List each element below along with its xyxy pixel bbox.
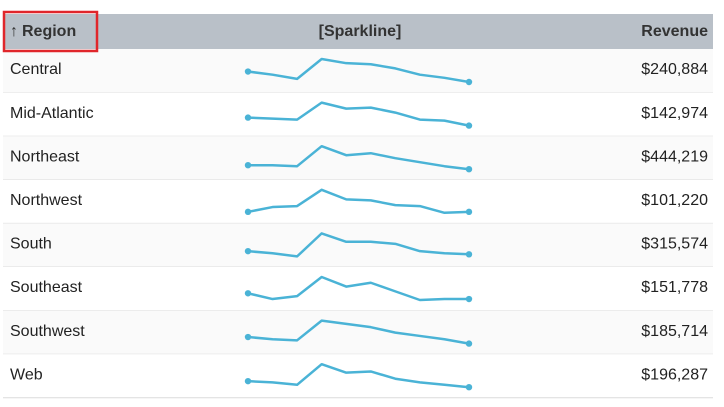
- region-cell: South: [10, 236, 52, 253]
- sparkline-endpoint: [465, 295, 473, 303]
- row: [3, 310, 713, 355]
- region-cell: Mid-Atlantic: [10, 105, 94, 122]
- row: [3, 179, 713, 224]
- revenue-header[interactable]: Revenue: [641, 23, 708, 40]
- sparkline: [247, 319, 470, 345]
- sparkline-endpoint: [465, 208, 473, 216]
- row: [3, 267, 713, 311]
- region-cell: Web: [10, 366, 43, 383]
- sparkline: [247, 232, 470, 258]
- sparkline: [247, 101, 470, 127]
- sparkline-endpoint: [465, 166, 473, 173]
- sparkline-endpoint: [465, 251, 473, 258]
- sparkline-endpoint: [465, 340, 473, 347]
- region-header[interactable]: Region: [22, 23, 76, 40]
- sparkline-endpoint: [244, 290, 252, 297]
- revenue-cell: $142,974: [641, 105, 708, 122]
- region-cell: Central: [10, 61, 62, 78]
- sparkline-endpoint: [465, 384, 473, 391]
- sort-indicator: ↑: [10, 23, 18, 40]
- revenue-cell: $151,778: [641, 279, 708, 296]
- sparkline: [248, 144, 470, 171]
- region-cell: Northeast: [10, 148, 80, 165]
- sparkline-header[interactable]: [Sparkline]: [319, 23, 402, 40]
- sparkline-endpoint: [244, 208, 252, 216]
- region-cell: Southwest: [10, 323, 85, 340]
- revenue-cell: $185,714: [641, 323, 708, 340]
- revenue-cell: $196,287: [641, 366, 708, 383]
- sparkline: [247, 57, 470, 84]
- revenue-cell: $315,574: [641, 236, 708, 253]
- revenue-cell: $240,884: [641, 61, 708, 78]
- region-cell: Southeast: [10, 279, 83, 296]
- sparkline: [247, 362, 470, 389]
- sparkline-endpoint: [244, 247, 252, 255]
- header-row: [3, 14, 713, 49]
- sparkline-endpoint: [244, 114, 252, 121]
- revenue-cell: $101,220: [641, 192, 708, 209]
- revenue-cell: $444,219: [641, 148, 708, 165]
- row: [3, 354, 713, 398]
- sparkline: [247, 188, 470, 215]
- sparkline-endpoint: [244, 162, 252, 169]
- sparkline-endpoint: [244, 333, 252, 341]
- sparkline-endpoint: [244, 68, 252, 75]
- highlight-box: [2, 10, 99, 53]
- sparkline-endpoint: [465, 78, 473, 86]
- row: [3, 136, 713, 180]
- row: [3, 223, 713, 267]
- row: [3, 92, 713, 137]
- row: [3, 49, 713, 93]
- region-cell: Northwest: [10, 192, 83, 209]
- sparkline-endpoint: [244, 377, 252, 385]
- sparkline: [247, 275, 469, 302]
- sparkline-endpoint: [465, 122, 473, 129]
